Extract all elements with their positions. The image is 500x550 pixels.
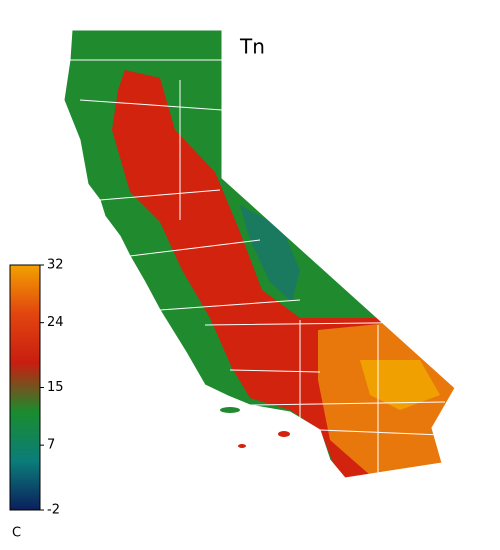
map-title: Tn (239, 35, 265, 59)
colorbar-unit: C (12, 526, 21, 541)
colorbar-tick-label: -2 (47, 503, 60, 518)
colorbar (9, 264, 41, 511)
county-lines (70, 59, 455, 478)
colorbar-tick-label: 7 (47, 438, 55, 453)
colorbar-tick-label: 32 (47, 258, 64, 273)
colorbar-tick-label: 15 (47, 380, 64, 395)
state-border (63, 29, 456, 479)
colorbar-tick-label: 24 (47, 315, 64, 330)
sierra (240, 205, 300, 302)
land-hot (360, 360, 440, 410)
islands (220, 407, 290, 448)
california (64, 30, 455, 478)
